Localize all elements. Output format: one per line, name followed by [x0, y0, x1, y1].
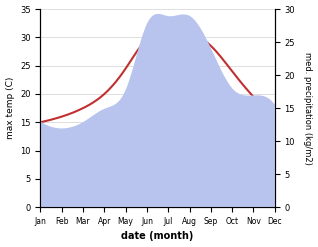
Y-axis label: med. precipitation (kg/m2): med. precipitation (kg/m2)	[303, 52, 313, 165]
X-axis label: date (month): date (month)	[121, 231, 194, 242]
Y-axis label: max temp (C): max temp (C)	[5, 77, 15, 139]
